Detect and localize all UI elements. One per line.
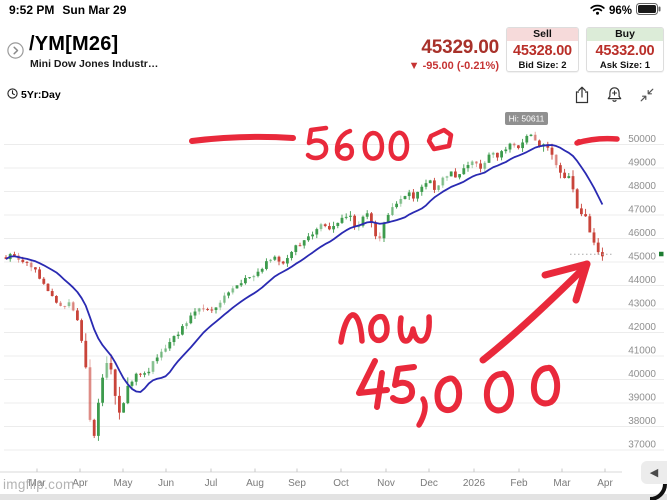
svg-text:Sep: Sep [288,478,306,489]
svg-text:Apr: Apr [72,478,88,489]
svg-text:Nov: Nov [377,478,395,489]
status-bar: 9:52 PM Sun Mar 29 96% [0,3,667,19]
symbol-expand-icon[interactable] [7,42,24,64]
svg-text:41000: 41000 [628,346,656,357]
svg-text:49000: 49000 [628,158,656,169]
svg-text:37000: 37000 [628,440,656,451]
svg-text:Mar: Mar [28,478,46,489]
svg-text:Aug: Aug [246,478,264,489]
hide-panel-button[interactable]: ◀ [641,461,667,484]
buy-price: 45332.00 [595,43,655,59]
svg-text:Hi: 50611: Hi: 50611 [509,114,545,124]
sell-label: Sell [507,28,578,41]
svg-text:Mar: Mar [553,478,571,489]
back-triangle-icon: ◀ [649,467,659,479]
svg-text:45000: 45000 [628,252,656,263]
price-change: ▼ -95.00 (-0.21%) [408,60,499,72]
svg-text:47000: 47000 [628,205,656,216]
sell-price: 45328.00 [513,43,572,59]
wifi-icon [590,3,605,18]
svg-text:Jul: Jul [205,478,218,489]
status-time-date: 9:52 PM Sun Mar 29 [9,3,126,17]
clock-icon [7,88,18,102]
svg-text:43000: 43000 [628,299,656,310]
timeframe-label: 5Yr:Day [21,89,61,101]
svg-text:50000: 50000 [628,134,656,145]
watermark: imgflip.com [3,477,75,492]
buy-button[interactable]: Buy 45332.00 Ask Size: 1 [586,27,664,72]
ask-size: Ask Size: 1 [599,60,651,71]
collapse-chart-icon[interactable] [639,87,655,103]
sell-button[interactable]: Sell 45328.00 Bid Size: 2 [506,27,579,72]
svg-text:Apr: Apr [597,478,613,489]
svg-text:May: May [114,478,133,489]
symbol-ticker[interactable]: /YM[M26] [29,33,119,55]
svg-text:Feb: Feb [510,478,528,489]
share-icon[interactable] [574,86,590,104]
svg-text:48000: 48000 [628,181,656,192]
status-time: 9:52 PM [9,3,55,17]
svg-text:46000: 46000 [628,228,656,239]
battery-percent: 96% [608,4,632,17]
svg-text:2026: 2026 [463,478,486,489]
svg-text:38000: 38000 [628,416,656,427]
svg-text:39000: 39000 [628,393,656,404]
svg-text:Dec: Dec [420,478,438,489]
last-price: 45329.00 [421,37,499,58]
bid-size: Bid Size: 2 [518,60,567,71]
battery-icon [636,3,661,18]
svg-text:40000: 40000 [628,369,656,380]
buy-label: Buy [587,28,663,41]
svg-text:44000: 44000 [628,275,656,286]
timeframe-selector[interactable]: 5Yr:Day [7,88,61,102]
bottom-bar [0,494,667,500]
status-date: Sun Mar 29 [62,3,127,17]
svg-text:Oct: Oct [333,478,349,489]
svg-text:Jun: Jun [158,478,174,489]
svg-text:42000: 42000 [628,322,656,333]
alert-bell-icon[interactable] [606,86,623,104]
symbol-description: Mini Dow Jones Industr… [30,58,159,70]
